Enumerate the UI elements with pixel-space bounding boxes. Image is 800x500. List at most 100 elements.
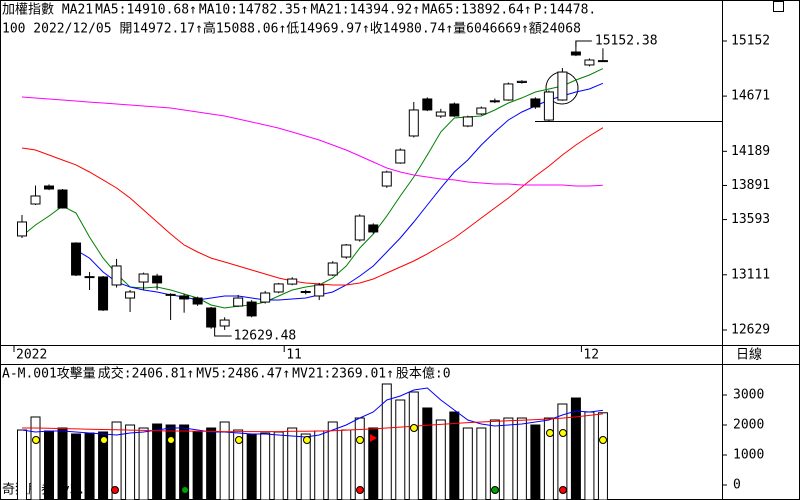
volume-bar [165, 424, 176, 500]
candle-body [98, 276, 109, 311]
volume-bar [57, 427, 68, 500]
window-button[interactable] [773, 1, 784, 12]
legend-entry: MV21:2369.01↑ [292, 367, 394, 382]
ma-line [75, 82, 604, 301]
signal-dot [356, 486, 364, 494]
volume-bar [314, 430, 325, 500]
candle-body [179, 295, 190, 300]
ma-line [21, 68, 604, 309]
candle-body [530, 98, 541, 108]
candle-body [449, 103, 460, 117]
volume-bar [530, 424, 541, 500]
volume-bar [246, 433, 257, 500]
candle-body [381, 171, 392, 187]
signal-dot [167, 436, 175, 444]
high-pointer [575, 40, 592, 47]
volume-bar [503, 417, 514, 500]
candle-body [138, 273, 149, 283]
volume-bar [30, 416, 41, 500]
signal-dot [100, 436, 108, 444]
candle-body [111, 265, 122, 286]
legend-entry: MA65:13892.64↑ [422, 3, 532, 18]
signal-dot [410, 424, 418, 432]
y-tick-label: 15152 [731, 34, 770, 49]
candle-body [30, 195, 41, 205]
volume-bar [584, 411, 595, 500]
y-tick-label: 1000 [733, 448, 764, 463]
high-label: 15152.38 [595, 33, 658, 48]
candle-body [368, 224, 379, 233]
signal-dot [546, 429, 554, 437]
y-tick-label: 13111 [731, 267, 770, 282]
volume-bar [597, 412, 608, 500]
y-tick-label: 0 [733, 478, 741, 493]
low-pointer [214, 323, 232, 337]
candle-body [44, 185, 55, 190]
signal-markers [32, 424, 607, 494]
signal-triangle [370, 434, 377, 442]
y-tick-label: 2000 [733, 418, 764, 433]
volume-bar [273, 431, 284, 500]
volume-bar [395, 399, 406, 500]
y-tick-label: 13891 [731, 178, 770, 193]
candle-body [489, 100, 500, 103]
volume-bar [287, 427, 298, 500]
candle-body [71, 242, 82, 276]
signal-dot [559, 486, 567, 494]
volume-bar [179, 424, 190, 500]
volume-bar [300, 433, 311, 500]
candle-body [165, 293, 176, 296]
signal-dot [111, 486, 119, 494]
legend-entry: A-M.001攻擊量 [2, 366, 96, 382]
volume-bar [138, 427, 149, 500]
ma-line [21, 127, 604, 286]
volume-bar [408, 391, 419, 500]
candle-body [17, 221, 27, 237]
volume-bar [111, 421, 122, 500]
signal-dot [599, 436, 607, 444]
legend-entry: 股本億:0 [396, 366, 451, 382]
x-tick-label: 2022 [16, 348, 47, 363]
candle-body [584, 59, 595, 66]
signal-dot [356, 436, 364, 444]
volume-bar [368, 427, 379, 500]
volume-bar [327, 421, 338, 500]
volume-bar [192, 431, 203, 500]
volume-bar [17, 429, 27, 500]
candle-body [516, 80, 527, 83]
candle-body [395, 149, 406, 164]
candle-body [84, 276, 95, 279]
volume-bar [260, 432, 271, 500]
candle-body [233, 297, 244, 307]
volume-bar [543, 417, 554, 500]
period-label: 日線 [736, 347, 762, 363]
y-tick-label: 13593 [731, 212, 770, 227]
legend-entry: 加權指數 MA21 [2, 3, 93, 18]
candle-body [219, 319, 230, 327]
volume-bar [462, 427, 473, 500]
candle-body [570, 51, 581, 56]
volume-bar [84, 432, 95, 500]
volume-bar [422, 407, 433, 500]
volume-bar [516, 417, 527, 500]
volume-bar [125, 424, 136, 500]
candle-body [597, 60, 608, 63]
low-label: 12629.48 [234, 328, 297, 343]
volume-bar [570, 397, 581, 500]
candle-body [206, 307, 217, 328]
signal-dot [181, 486, 189, 494]
candle-body [273, 283, 284, 293]
ma-line [22, 413, 603, 433]
x-tick-label: 11 [286, 348, 302, 363]
legend-entry: MA10:14782.35↑ [199, 3, 309, 18]
volume-bar [341, 429, 352, 500]
y-tick-label: 14189 [731, 144, 770, 159]
candle-body [557, 71, 568, 101]
volume-bar [449, 411, 460, 500]
signal-dot [32, 436, 40, 444]
legend-entry: MV5:2486.47↑ [196, 367, 290, 382]
y-tick-label: 3000 [733, 388, 764, 403]
legend-entry: P:14478. [534, 3, 597, 18]
candle-body [543, 91, 554, 121]
